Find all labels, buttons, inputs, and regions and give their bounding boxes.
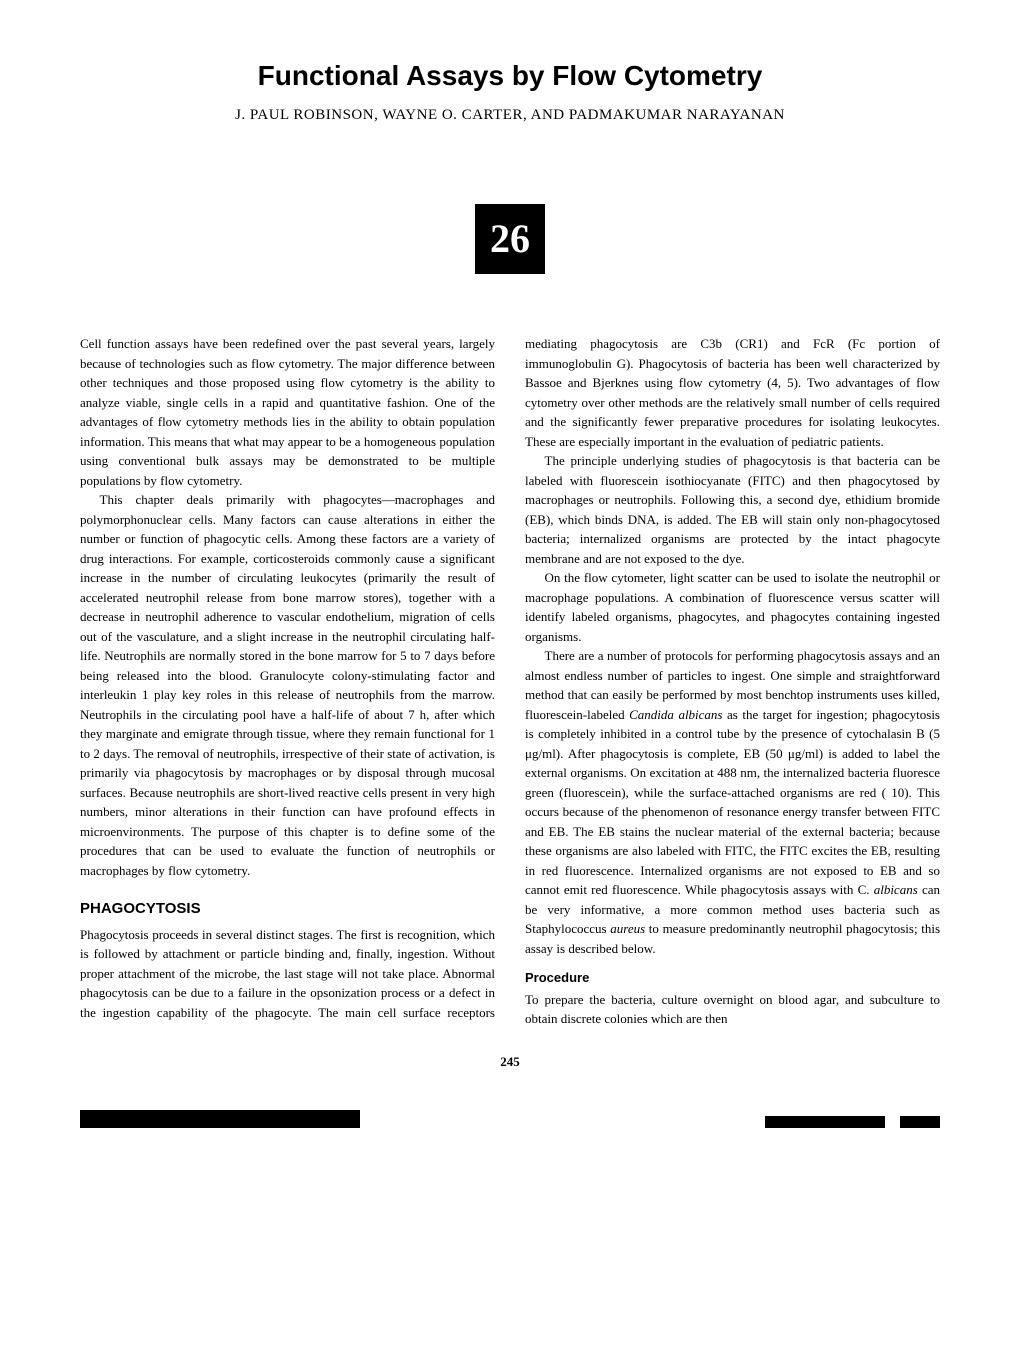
phagocytosis-heading: PHAGOCYTOSIS <box>80 898 495 921</box>
phagocytosis-paragraph-4: There are a number of protocols for perf… <box>525 646 940 958</box>
italic-species: albicans <box>874 882 918 897</box>
phagocytosis-paragraph-3: On the flow cytometer, light scatter can… <box>525 568 940 646</box>
page-number: 245 <box>80 1054 940 1070</box>
page-title: Functional Assays by Flow Cytometry <box>80 60 940 92</box>
bottom-decoration <box>80 1110 940 1128</box>
decoration-bar-right-1 <box>765 1116 885 1128</box>
text-span: as the target for ingestion; phagocytosi… <box>525 707 940 898</box>
intro-paragraph-1: Cell function assays have been redefined… <box>80 334 495 490</box>
phagocytosis-paragraph-2: The principle underlying studies of phag… <box>525 451 940 568</box>
intro-paragraph-2: This chapter deals primarily with phagoc… <box>80 490 495 880</box>
italic-species: aureus <box>610 921 645 936</box>
procedure-paragraph-1: To prepare the bacteria, culture overnig… <box>525 990 940 1029</box>
decoration-bar-right-2 <box>900 1116 940 1128</box>
procedure-heading: Procedure <box>525 968 940 988</box>
italic-species: Candida albicans <box>629 707 722 722</box>
authors-line: J. PAUL ROBINSON, WAYNE O. CARTER, AND P… <box>80 107 940 124</box>
decoration-bar-left <box>80 1110 360 1128</box>
body-columns: Cell function assays have been redefined… <box>80 334 940 1029</box>
chapter-number-badge: 26 <box>475 204 545 274</box>
